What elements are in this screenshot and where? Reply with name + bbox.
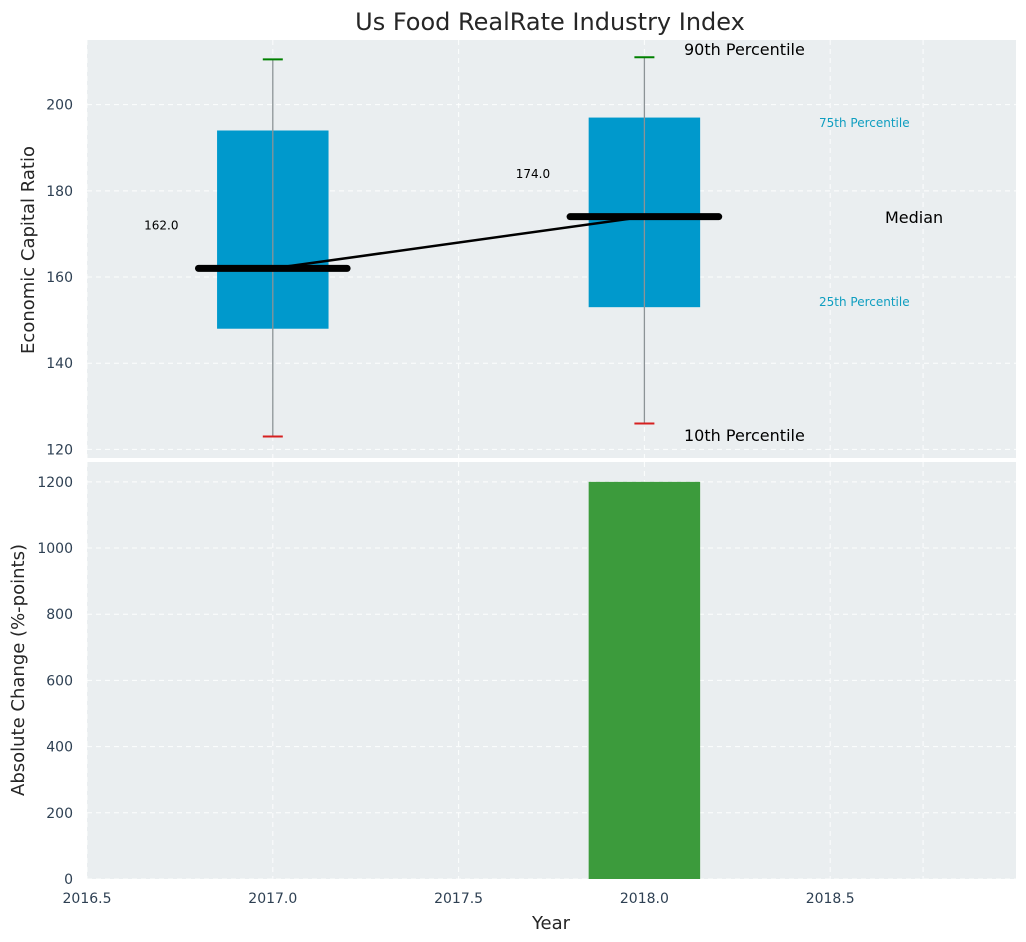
x-tick-label: 2018.5 [806,891,855,907]
y-tick-label: 0 [64,872,73,888]
y-tick-label: 180 [46,184,73,200]
box-plot-y-axis-label: Economic Capital Ratio [18,146,39,354]
bar-chart-y-ticks: 0 200 400 600 800 1000 1200 [37,475,73,888]
bar-chart-grid [86,462,1016,880]
y-tick-label: 1000 [37,541,73,557]
bar-series [588,481,701,879]
y-tick-label: 160 [46,270,73,286]
x-axis-label: Year [531,913,571,934]
annotation-25th-percentile: 25th Percentile [819,295,910,309]
median-value-label: 174.0 [516,167,550,181]
median-trend-line [272,215,645,270]
y-tick-label: 600 [46,673,73,689]
y-tick-label: 800 [46,607,73,623]
y-tick-label: 120 [46,442,73,458]
bar [588,481,701,879]
bar-chart-y-axis-label: Absolute Change (%-points) [8,544,29,796]
box-plot-y-ticks: 120 140 160 180 200 [46,98,73,459]
x-tick-label: 2018.0 [620,891,669,907]
box-plot-series: 162.0 174.0 [144,56,723,438]
median-value-label: 162.0 [144,219,178,233]
y-tick-label: 140 [46,356,73,372]
annotation-90th-percentile: 90th Percentile [684,40,805,59]
y-tick-label: 400 [46,740,73,756]
annotation-median: Median [885,208,943,227]
x-tick-label: 2017.5 [434,891,483,907]
x-axis-ticks: 2016.5 2017.0 2017.5 2018.0 2018.5 [63,891,855,907]
x-tick-label: 2017.0 [248,891,297,907]
bar-chart-panel [87,462,1016,879]
annotation-75th-percentile: 75th Percentile [819,116,910,130]
y-tick-label: 200 [46,806,73,822]
y-tick-label: 1200 [37,475,73,491]
y-tick-label: 200 [46,98,73,114]
annotation-10th-percentile: 10th Percentile [684,426,805,445]
x-tick-label: 2016.5 [63,891,112,907]
chart-title: Us Food RealRate Industry Index [355,8,745,36]
